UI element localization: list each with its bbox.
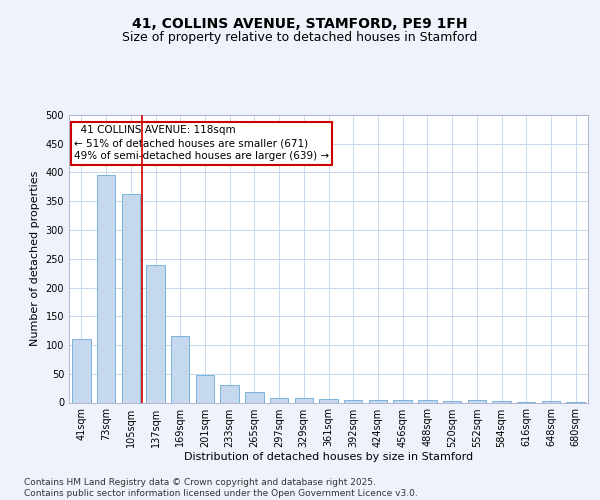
Bar (443, 401, 461, 402)
Text: 41, COLLINS AVENUE, STAMFORD, PE9 1FH: 41, COLLINS AVENUE, STAMFORD, PE9 1FH (132, 18, 468, 32)
Bar (368, 400, 387, 402)
Bar (467, 400, 486, 402)
X-axis label: Distribution of detached houses by size in Stamford: Distribution of detached houses by size … (184, 452, 473, 462)
Bar (220, 385, 239, 402)
Bar (344, 400, 362, 402)
Bar (295, 398, 313, 402)
Bar (270, 398, 289, 402)
Bar (394, 400, 412, 402)
Bar (122, 194, 140, 402)
Bar (418, 400, 437, 402)
Bar (196, 375, 214, 402)
Text: Contains HM Land Registry data © Crown copyright and database right 2025.
Contai: Contains HM Land Registry data © Crown c… (24, 478, 418, 498)
Bar (97, 176, 115, 402)
Bar (72, 339, 91, 402)
Bar (171, 336, 190, 402)
Bar (245, 392, 263, 402)
Y-axis label: Number of detached properties: Number of detached properties (30, 171, 40, 346)
Bar (319, 399, 338, 402)
Text: Size of property relative to detached houses in Stamford: Size of property relative to detached ho… (122, 31, 478, 44)
Bar (146, 264, 165, 402)
Text: 41 COLLINS AVENUE: 118sqm  
← 51% of detached houses are smaller (671)
49% of se: 41 COLLINS AVENUE: 118sqm ← 51% of detac… (74, 125, 329, 162)
